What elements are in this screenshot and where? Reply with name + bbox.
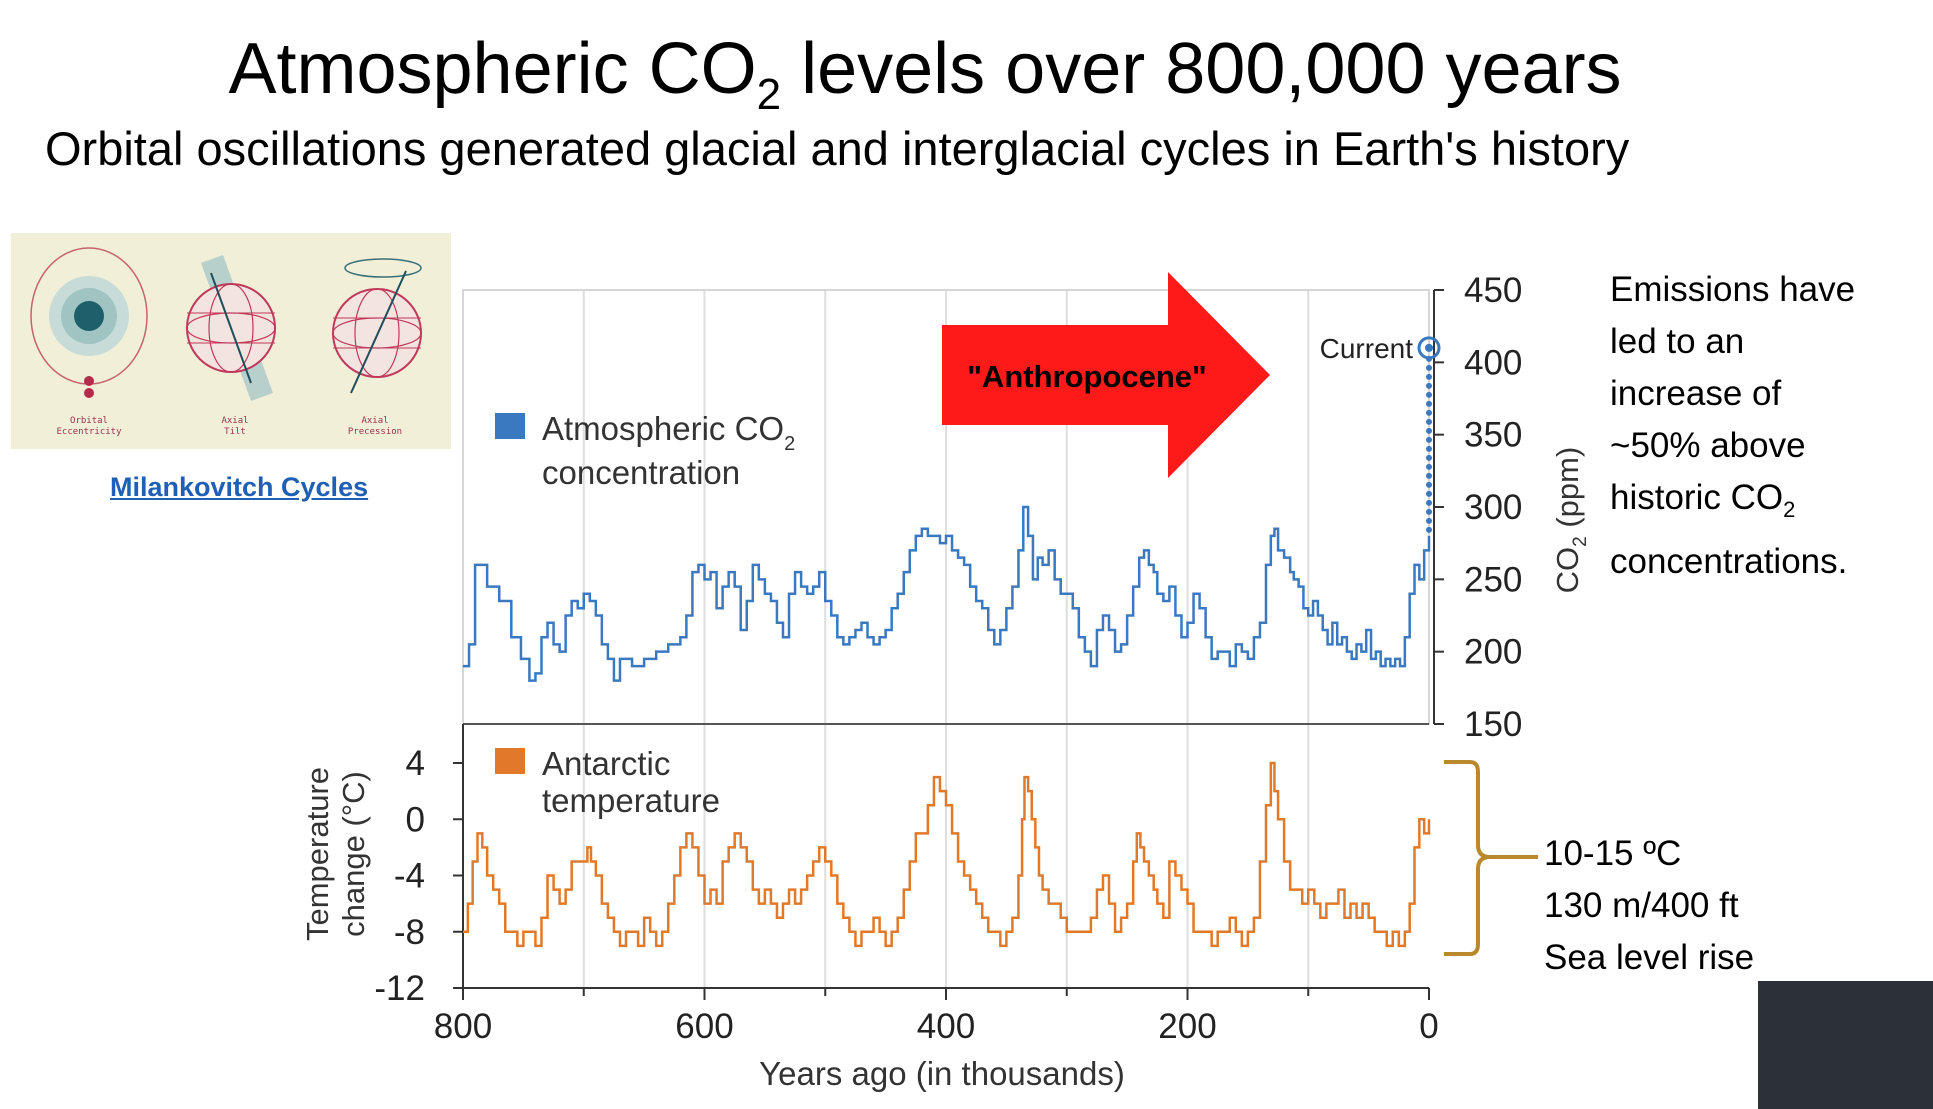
co2-legend-swatch (495, 413, 525, 439)
temperature-range-bracket (1444, 760, 1538, 956)
current-dot (1426, 490, 1432, 497)
tilt-label-1: Axial (221, 416, 248, 426)
current-dot (1426, 517, 1432, 524)
temp-y-axis-title-1: Temperature (300, 767, 335, 941)
current-dotted-line (1426, 355, 1432, 533)
corner-decoration (1758, 981, 1933, 1109)
current-dot (1426, 445, 1432, 452)
co2-tick-label: 300 (1464, 488, 1522, 527)
x-tick-label: 800 (434, 1007, 492, 1046)
slide-subtitle: Orbital oscillations generated glacial a… (45, 122, 1630, 175)
temp-legend-swatch (495, 748, 525, 774)
current-dot (1426, 364, 1432, 371)
slide-title: Atmospheric CO2 levels over 800,000 year… (0, 26, 1850, 117)
temp-tick-label: -12 (374, 969, 425, 1008)
co2-tick-label: 150 (1464, 705, 1522, 744)
anthropocene-label: "Anthropocene" (967, 359, 1207, 394)
temp-caption-line: Sea level rise (1544, 938, 1755, 977)
co2-legend-label-1: Atmospheric CO2 (542, 410, 795, 455)
orbital-eccentricity-icon (30, 247, 148, 398)
co2-legend-label-2: concentration (542, 454, 740, 491)
current-dot (1426, 409, 1432, 416)
axial-precession-icon (332, 258, 422, 394)
temp-y-ticks: 4 0 -4 -8 -12 (374, 744, 463, 1008)
co2-series-line (463, 505, 1431, 682)
x-tick-label: 200 (1158, 1007, 1216, 1046)
emissions-line: historic CO2 (1610, 478, 1796, 522)
temperature-caption: 10-15 ºC 130 m/400 ft Sea level rise (1544, 828, 1754, 984)
emissions-line: concentrations. (1610, 542, 1848, 581)
current-dot (1426, 481, 1432, 488)
anthropocene-arrow (942, 272, 1270, 478)
milankovitch-cycles-link[interactable]: Milankovitch Cycles (110, 472, 369, 502)
x-tick-label: 600 (675, 1007, 733, 1046)
title-rest: levels over 800,000 years (781, 29, 1622, 109)
temp-tick-label: -4 (394, 857, 425, 896)
current-dot (1426, 526, 1432, 533)
emissions-line: led to an (1610, 322, 1745, 361)
current-marker (1417, 336, 1441, 360)
co2-tick-label: 350 (1464, 416, 1522, 455)
current-dot (1426, 373, 1432, 380)
tilt-label-2: Tilt (224, 427, 246, 437)
temp-legend-label-1: Antarctic (542, 745, 670, 782)
current-dot (1426, 427, 1432, 434)
current-marker-center (1425, 343, 1433, 352)
current-label: Current (1320, 333, 1414, 364)
current-dot (1426, 391, 1432, 398)
current-dot (1426, 472, 1432, 479)
eccentricity-label-1: Orbital (70, 416, 108, 426)
x-tick-label: 0 (1419, 1007, 1438, 1046)
temp-tick-label: 0 (406, 800, 425, 839)
co2-y-ticks: 150 200 250 300 350 400 450 (1434, 271, 1522, 744)
current-dot (1426, 400, 1432, 407)
current-dot (1426, 436, 1432, 443)
co2-y-axis-title: CO2 (ppm) (1550, 447, 1591, 594)
x-axis-title: Years ago (in thousands) (759, 1055, 1125, 1092)
x-tick-label: 400 (917, 1007, 975, 1046)
emissions-line: ~50% above (1610, 426, 1806, 465)
current-dot (1426, 508, 1432, 515)
emissions-caption: Emissions have led to an increase of ~50… (1610, 264, 1855, 588)
co2-tick-label: 200 (1464, 633, 1522, 672)
axial-tilt-icon (186, 255, 276, 401)
milankovitch-illustration: Orbital Eccentricity Axial Tilt Axial Pr… (11, 233, 451, 449)
co2-tick-label: 250 (1464, 560, 1522, 599)
title-main: Atmospheric CO (228, 29, 757, 109)
x-ticks: 800 600 400 200 0 (434, 988, 1439, 1046)
current-dot (1426, 382, 1432, 389)
temp-caption-line: 130 m/400 ft (1544, 886, 1739, 925)
precession-label-2: Precession (348, 427, 402, 437)
precession-label-1: Axial (361, 416, 388, 426)
title-subscript: 2 (756, 70, 782, 119)
temp-tick-label: 4 (406, 744, 425, 783)
temp-caption-line: 10-15 ºC (1544, 834, 1682, 873)
temp-tick-label: -8 (394, 913, 425, 952)
emissions-line: Emissions have (1610, 270, 1856, 309)
emissions-line: increase of (1610, 374, 1782, 413)
temp-y-axis-title-2: change (°C) (336, 771, 371, 937)
temperature-series-line (463, 761, 1431, 948)
milankovitch-diagram: Orbital Eccentricity Axial Tilt Axial Pr… (30, 247, 422, 437)
co2-tick-label: 450 (1464, 271, 1522, 310)
eccentricity-label-2: Eccentricity (56, 427, 122, 437)
current-dot (1426, 499, 1432, 506)
current-dot (1426, 418, 1432, 425)
temp-legend-label-2: temperature (542, 782, 720, 819)
co2-tick-label: 400 (1464, 343, 1522, 382)
current-dot (1426, 454, 1432, 461)
current-dot (1426, 463, 1432, 470)
